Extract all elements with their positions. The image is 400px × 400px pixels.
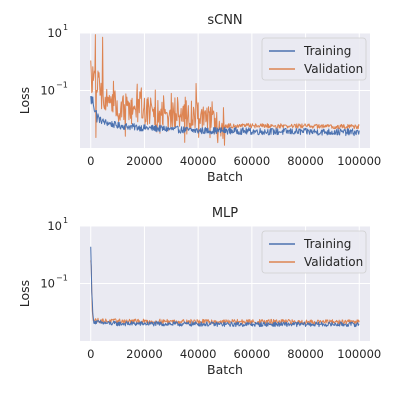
x-tick-label: 20000	[126, 154, 163, 168]
y-axis-label: Loss	[17, 280, 32, 307]
x-tick-label: 40000	[180, 154, 217, 168]
x-tick-label: 0	[87, 347, 94, 361]
y-axis-label: Loss	[17, 87, 32, 114]
x-tick-label: 60000	[234, 154, 271, 168]
legend-label: Validation	[304, 62, 363, 76]
x-tick-label: 80000	[287, 154, 324, 168]
y-tick-label: 10	[40, 84, 55, 98]
x-axis-label: Batch	[207, 169, 243, 184]
legend-label: Training	[303, 44, 351, 58]
series-line-training	[90, 246, 360, 328]
y-tick-exponent: −1	[56, 81, 68, 90]
x-tick-label: 20000	[126, 347, 163, 361]
y-tick-label: 10	[47, 26, 62, 40]
legend-label: Training	[303, 237, 351, 251]
series-line-training	[90, 96, 360, 137]
y-tick-exponent: 1	[63, 23, 68, 32]
y-tick-label: 10	[40, 277, 55, 291]
x-tick-label: 100000	[337, 154, 381, 168]
x-tick-label: 100000	[337, 347, 381, 361]
y-tick-label: 10	[47, 219, 62, 233]
x-tick-label: 80000	[287, 347, 324, 361]
chart-title: MLP	[212, 206, 238, 221]
legend-label: Validation	[304, 255, 363, 269]
x-tick-label: 60000	[234, 347, 271, 361]
chart-title: sCNN	[207, 13, 242, 28]
x-axis-label: Batch	[207, 362, 243, 377]
x-tick-label: 40000	[180, 347, 217, 361]
x-tick-label: 0	[87, 154, 94, 168]
y-tick-exponent: 1	[63, 216, 68, 225]
y-tick-exponent: −1	[56, 274, 68, 283]
series-line-validation	[90, 34, 360, 146]
